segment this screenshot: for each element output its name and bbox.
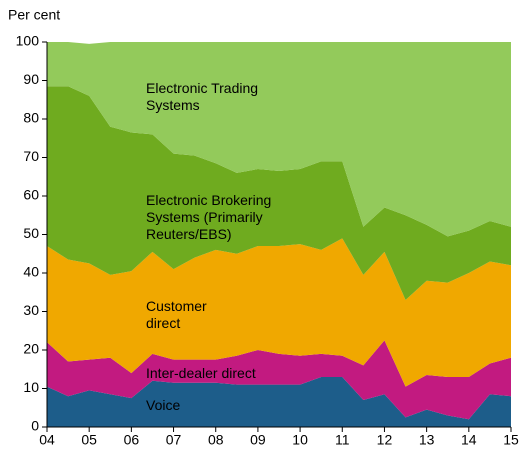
x-tick-label: 13 [419, 432, 435, 448]
x-tick-label: 08 [208, 432, 224, 448]
series-label: Electronic Trading Systems [146, 80, 259, 113]
x-tick-label: 14 [461, 432, 477, 448]
areas [47, 42, 511, 427]
y-tick-label: 70 [23, 148, 39, 164]
area [47, 86, 511, 300]
x-tick-label: 09 [250, 432, 266, 448]
x-tick-label: 07 [166, 432, 182, 448]
y-tick-label: 10 [23, 379, 39, 395]
y-tick-label: 90 [23, 71, 39, 87]
area [47, 376, 511, 427]
series-label: Voice [146, 397, 181, 413]
y-tick-label: 20 [23, 341, 39, 357]
x-tick-label: 10 [292, 432, 308, 448]
y-tick-label: 50 [23, 225, 39, 241]
x-tick-label: 15 [503, 432, 519, 448]
x-tick-label: 11 [335, 432, 350, 448]
y-tick-label: 100 [16, 33, 40, 49]
x-tick-label: 05 [81, 432, 97, 448]
y-tick-label: 30 [23, 302, 39, 318]
series-label: Electronic Brokering Systems (Primarily … [146, 192, 272, 242]
area [47, 238, 511, 387]
y-tick-label: 0 [31, 418, 39, 434]
area [47, 340, 511, 420]
x-tick-label: 06 [124, 432, 140, 448]
y-axis-label: Per cent [8, 7, 60, 23]
x-tick-label: 04 [39, 432, 55, 448]
y-tick-label: 60 [23, 187, 39, 203]
series-label: Inter-dealer direct [146, 365, 256, 381]
series-label: Customer direct [146, 298, 207, 331]
x-tick-label: 12 [377, 432, 393, 448]
y-tick-label: 40 [23, 264, 39, 280]
area [47, 42, 511, 237]
y-tick-label: 80 [23, 110, 39, 126]
